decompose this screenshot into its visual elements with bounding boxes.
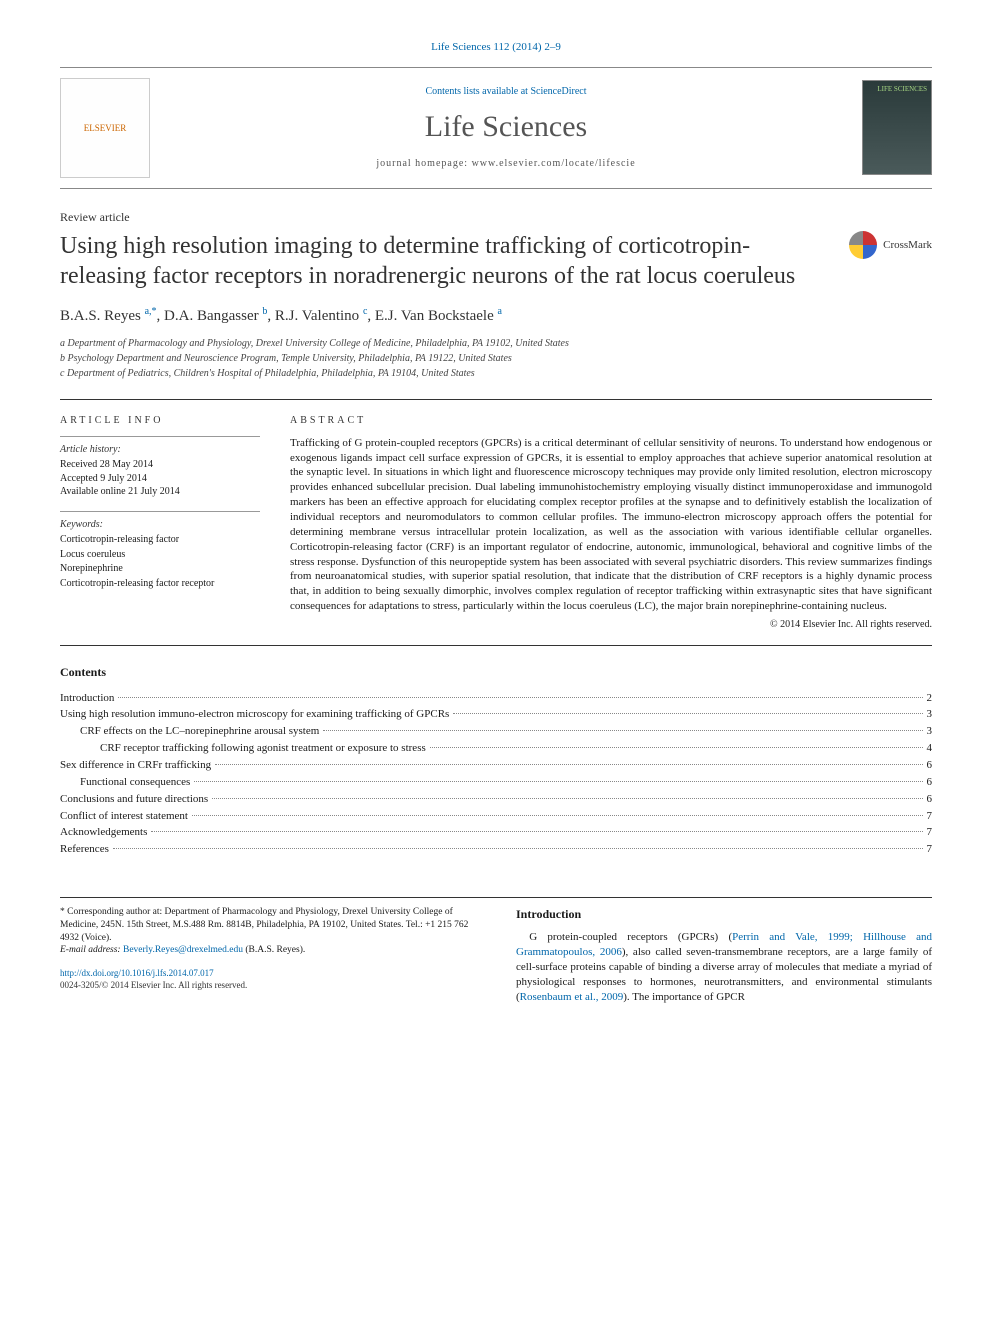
homepage-prefix: journal homepage: bbox=[376, 158, 471, 169]
toc-page: 3 bbox=[927, 707, 933, 722]
toc-label: References bbox=[60, 842, 109, 857]
toc-page: 7 bbox=[927, 809, 933, 824]
toc-page: 6 bbox=[927, 792, 933, 807]
journal-homepage-line: journal homepage: www.elsevier.com/locat… bbox=[166, 157, 846, 171]
article-info-column: article info Article history: Received 2… bbox=[60, 414, 260, 631]
toc-label: CRF receptor trafficking following agoni… bbox=[100, 741, 426, 756]
email-link[interactable]: Beverly.Reyes@drexelmed.edu bbox=[123, 945, 243, 955]
toc-page: 6 bbox=[927, 758, 933, 773]
journal-name: Life Sciences bbox=[166, 107, 846, 148]
contents-heading: Contents bbox=[60, 664, 932, 680]
affiliations: a Department of Pharmacology and Physiol… bbox=[60, 336, 932, 381]
toc-page: 7 bbox=[927, 825, 933, 840]
sciencedirect-link[interactable]: ScienceDirect bbox=[530, 86, 586, 97]
toc-page: 4 bbox=[927, 741, 933, 756]
toc-entry[interactable]: Conflict of interest statement 7 bbox=[60, 809, 932, 824]
email-line: E-mail address: Beverly.Reyes@drexelmed.… bbox=[60, 944, 476, 957]
toc-entry[interactable]: Introduction 2 bbox=[60, 691, 932, 706]
toc-dots bbox=[453, 713, 922, 714]
toc-entry[interactable]: Conclusions and future directions 6 bbox=[60, 792, 932, 807]
email-suffix: (B.A.S. Reyes). bbox=[243, 945, 305, 955]
keyword: Norepinephrine bbox=[60, 562, 260, 576]
toc-page: 3 bbox=[927, 724, 933, 739]
title-row: Using high resolution imaging to determi… bbox=[60, 231, 932, 305]
email-label: E-mail address: bbox=[60, 945, 123, 955]
toc-entry[interactable]: Functional consequences 6 bbox=[60, 775, 932, 790]
toc-entry[interactable]: CRF effects on the LC–norepinephrine aro… bbox=[60, 724, 932, 739]
affiliation-line: a Department of Pharmacology and Physiol… bbox=[60, 336, 932, 351]
toc-label: Using high resolution immuno-electron mi… bbox=[60, 707, 449, 722]
journal-reference: Life Sciences 112 (2014) 2–9 bbox=[60, 40, 932, 55]
info-abstract-row: article info Article history: Received 2… bbox=[60, 399, 932, 646]
toc-page: 2 bbox=[927, 691, 933, 706]
toc-entry[interactable]: References 7 bbox=[60, 842, 932, 857]
journal-cover-thumbnail: LIFE SCIENCES bbox=[862, 80, 932, 175]
toc-label: Acknowledgements bbox=[60, 825, 147, 840]
article-title: Using high resolution imaging to determi… bbox=[60, 231, 829, 291]
article-history-block: Article history: Received 28 May 2014Acc… bbox=[60, 436, 260, 499]
history-line: Received 28 May 2014 bbox=[60, 458, 260, 472]
introduction-paragraph: G protein-coupled receptors (GPCRs) (Per… bbox=[516, 930, 932, 1004]
keywords-label: Keywords: bbox=[60, 518, 260, 532]
toc-dots bbox=[194, 781, 922, 782]
toc-label: Functional consequences bbox=[80, 775, 190, 790]
journal-header: ELSEVIER Contents lists available at Sci… bbox=[60, 67, 932, 189]
table-of-contents: Introduction 2 Using high resolution immun… bbox=[60, 691, 932, 857]
keywords-block: Keywords: Corticotropin-releasing factor… bbox=[60, 511, 260, 591]
corresponding-author-note: * Corresponding author at: Department of… bbox=[60, 906, 476, 944]
abstract-heading: abstract bbox=[290, 414, 932, 428]
history-line: Accepted 9 July 2014 bbox=[60, 472, 260, 486]
abstract-copyright: © 2014 Elsevier Inc. All rights reserved… bbox=[290, 618, 932, 632]
toc-dots bbox=[113, 848, 923, 849]
keyword: Corticotropin-releasing factor receptor bbox=[60, 577, 260, 591]
toc-dots bbox=[192, 815, 923, 816]
contents-available-line: Contents lists available at ScienceDirec… bbox=[166, 85, 846, 99]
toc-label: CRF effects on the LC–norepinephrine aro… bbox=[80, 724, 319, 739]
toc-label: Conflict of interest statement bbox=[60, 809, 188, 824]
toc-label: Introduction bbox=[60, 691, 114, 706]
toc-dots bbox=[323, 730, 922, 731]
authors-line: B.A.S. Reyes a,*, D.A. Bangasser b, R.J.… bbox=[60, 305, 932, 326]
doi-link[interactable]: http://dx.doi.org/10.1016/j.lfs.2014.07.… bbox=[60, 967, 476, 979]
toc-dots bbox=[212, 798, 922, 799]
toc-entry[interactable]: Acknowledgements 7 bbox=[60, 825, 932, 840]
footer-right-column: Introduction G protein-coupled receptors… bbox=[516, 906, 932, 1004]
article-history-label: Article history: bbox=[60, 443, 260, 457]
footer-block: * Corresponding author at: Department of… bbox=[60, 897, 932, 1004]
header-center: Contents lists available at ScienceDirec… bbox=[166, 85, 846, 171]
elsevier-logo: ELSEVIER bbox=[60, 78, 150, 178]
intro-text-post: ). The importance of GPCR bbox=[623, 991, 745, 1003]
toc-dots bbox=[118, 697, 922, 698]
citation-link-2[interactable]: Rosenbaum et al., 2009 bbox=[520, 991, 624, 1003]
affiliation-line: c Department of Pediatrics, Children's H… bbox=[60, 366, 932, 381]
toc-dots bbox=[430, 747, 923, 748]
intro-text-pre: G protein-coupled receptors (GPCRs) ( bbox=[529, 931, 732, 943]
toc-entry[interactable]: Sex difference in CRFr trafficking 6 bbox=[60, 758, 932, 773]
abstract-column: abstract Trafficking of G protein-couple… bbox=[290, 414, 932, 631]
keyword: Locus coeruleus bbox=[60, 548, 260, 562]
keyword: Corticotropin-releasing factor bbox=[60, 533, 260, 547]
introduction-heading: Introduction bbox=[516, 906, 932, 922]
contents-prefix: Contents lists available at bbox=[425, 86, 530, 97]
toc-label: Sex difference in CRFr trafficking bbox=[60, 758, 211, 773]
toc-entry[interactable]: CRF receptor trafficking following agoni… bbox=[60, 741, 932, 756]
toc-label: Conclusions and future directions bbox=[60, 792, 208, 807]
toc-page: 7 bbox=[927, 842, 933, 857]
crossmark-label: CrossMark bbox=[883, 238, 932, 253]
toc-dots bbox=[215, 764, 922, 765]
footer-copyright: 0024-3205/© 2014 Elsevier Inc. All right… bbox=[60, 979, 476, 991]
affiliation-line: b Psychology Department and Neuroscience… bbox=[60, 351, 932, 366]
article-info-heading: article info bbox=[60, 414, 260, 428]
crossmark-badge[interactable]: CrossMark bbox=[849, 231, 932, 259]
toc-page: 6 bbox=[927, 775, 933, 790]
footer-left-column: * Corresponding author at: Department of… bbox=[60, 906, 476, 1004]
toc-dots bbox=[151, 831, 922, 832]
toc-entry[interactable]: Using high resolution immuno-electron mi… bbox=[60, 707, 932, 722]
homepage-url[interactable]: www.elsevier.com/locate/lifescie bbox=[472, 158, 636, 169]
history-line: Available online 21 July 2014 bbox=[60, 485, 260, 499]
crossmark-icon bbox=[849, 231, 877, 259]
article-type: Review article bbox=[60, 209, 932, 225]
abstract-text: Trafficking of G protein-coupled recepto… bbox=[290, 436, 932, 614]
